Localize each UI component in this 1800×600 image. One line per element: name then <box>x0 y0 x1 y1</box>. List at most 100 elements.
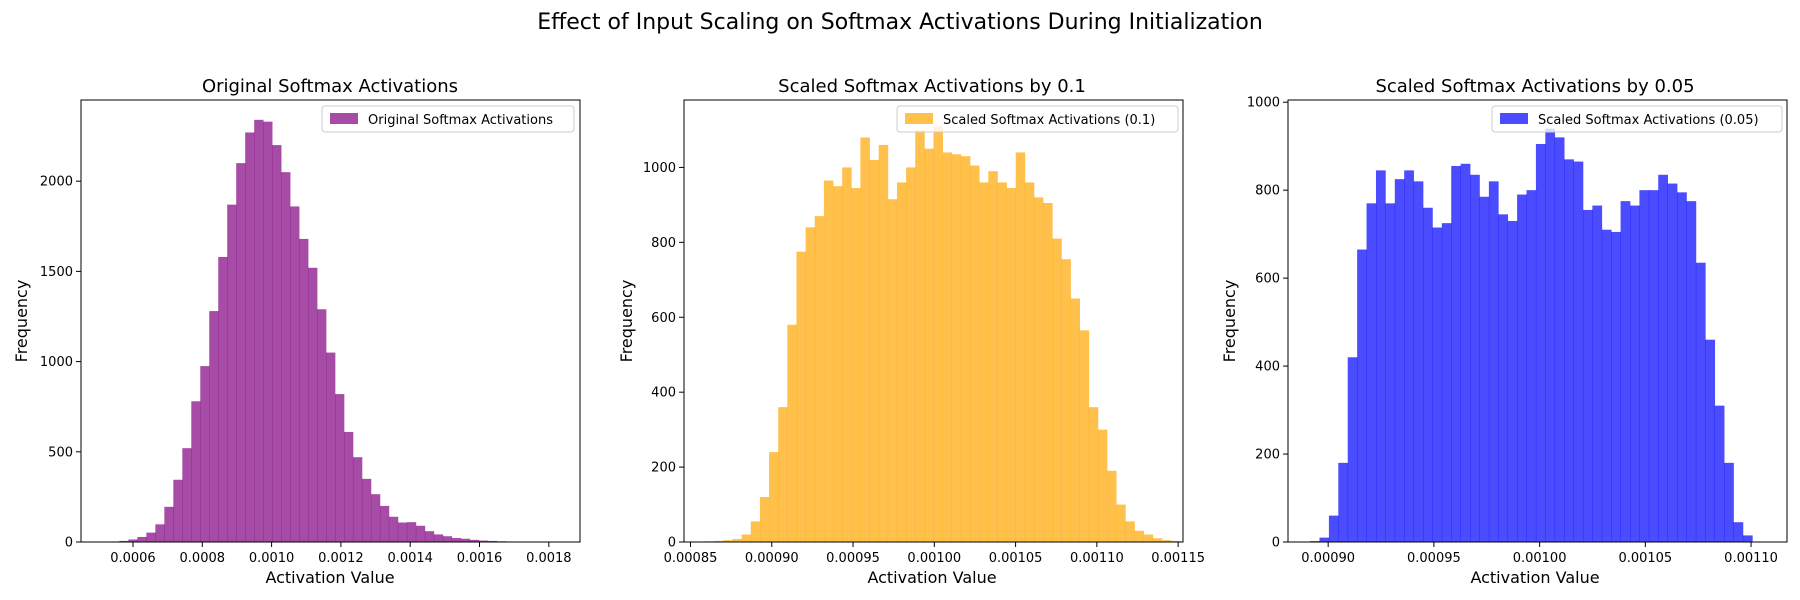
y-axis-ticks: 0 500 1000 1500 2000 <box>40 175 81 551</box>
legend: Original Softmax Activations <box>321 105 575 133</box>
histogram-bar <box>1015 152 1026 542</box>
x-tick-label: 0.00100 <box>1513 551 1567 566</box>
histogram-bar <box>1423 207 1433 542</box>
histogram-bar <box>1061 259 1071 542</box>
histogram-bar <box>750 521 761 542</box>
histogram-bar <box>878 144 889 542</box>
histogram-bar <box>1535 143 1546 543</box>
histogram-bar <box>1460 163 1471 542</box>
y-tick-label: 200 <box>651 461 676 476</box>
y-tick-label: 600 <box>1255 272 1280 287</box>
y-tick-label: 500 <box>48 445 73 460</box>
histogram-bar <box>1161 540 1172 542</box>
histogram-bar <box>478 540 489 542</box>
histogram-bar <box>1125 521 1135 542</box>
histogram-bar <box>1107 470 1117 542</box>
histogram-bar <box>146 532 156 542</box>
histogram-bar <box>352 457 363 542</box>
histogram-bar <box>317 309 327 542</box>
histogram-bar <box>979 182 989 542</box>
histogram-bar <box>960 156 971 542</box>
histogram-bar <box>1404 170 1414 542</box>
histogram-bar <box>281 172 291 542</box>
x-tick-label: 0.0018 <box>526 551 572 566</box>
x-axis-label: Activation Value <box>867 568 996 587</box>
histogram-bar <box>1357 249 1367 542</box>
histogram-bar <box>1677 192 1687 543</box>
legend-box <box>896 105 1179 133</box>
x-tick-label: 0.00090 <box>1301 551 1355 566</box>
y-tick-label: 2000 <box>40 175 73 190</box>
panel-scaled-0-1: Scaled Softmax Activations by 0.1 0.0008… <box>617 76 1205 587</box>
bars-group <box>1300 128 1753 543</box>
histogram-bar <box>137 536 147 542</box>
histogram-bar <box>1498 214 1509 542</box>
histogram-bar <box>1052 238 1062 542</box>
histogram-bar <box>842 167 852 543</box>
histogram-bar <box>1116 504 1126 542</box>
histogram-bar <box>1658 174 1668 542</box>
histogram-bar <box>1611 231 1621 542</box>
histogram-bar <box>236 163 246 542</box>
y-tick-label: 800 <box>1255 184 1280 199</box>
histogram-bar <box>173 479 183 542</box>
y-axis-label: Frequency <box>12 280 31 363</box>
y-tick-label: 400 <box>651 386 676 401</box>
histogram-bar <box>1338 462 1349 542</box>
legend-box <box>1491 105 1783 133</box>
y-tick-label: 1000 <box>643 161 676 176</box>
histogram-bar <box>924 148 934 542</box>
histogram-bar <box>1601 229 1612 543</box>
histogram-bar <box>1724 462 1734 542</box>
y-tick-label: 0 <box>1272 536 1280 551</box>
histogram-bar <box>1488 181 1499 543</box>
histogram-bar <box>469 539 480 542</box>
x-tick-label: 0.0014 <box>387 551 433 566</box>
histogram-bar <box>245 132 255 542</box>
histogram-bar <box>415 525 426 542</box>
histogram-bar <box>308 267 318 542</box>
histogram-bar <box>1479 196 1490 542</box>
histogram-bar <box>741 534 752 542</box>
histogram-bar <box>1742 535 1753 542</box>
histogram-bar <box>1375 170 1386 542</box>
histogram-bar <box>723 540 733 542</box>
panel-scaled-0-05: Scaled Softmax Activations by 0.05 0.000… <box>1220 76 1788 587</box>
histogram-bar <box>933 126 943 542</box>
histogram-bar <box>433 534 444 542</box>
histogram-bar <box>1347 357 1358 542</box>
histogram-bar <box>1526 190 1537 542</box>
y-tick-label: 1000 <box>40 355 73 370</box>
histogram-bar <box>851 188 861 542</box>
x-tick-label: 0.0010 <box>249 551 295 566</box>
histogram-bar <box>397 522 408 542</box>
histogram-bar <box>1033 197 1044 542</box>
x-tick-label: 0.00095 <box>1407 551 1461 566</box>
y-tick-label: 800 <box>651 236 676 251</box>
histogram-bar <box>805 227 816 543</box>
histogram-bar <box>487 540 498 542</box>
histogram-bar <box>1134 530 1144 542</box>
histogram-bar <box>155 524 165 542</box>
histogram-bar <box>326 352 336 542</box>
histogram-bar <box>915 129 925 542</box>
bars-group <box>705 126 1181 543</box>
panel-original: Original Softmax Activations 0.0006 0.000… <box>12 76 581 587</box>
legend: Scaled Softmax Activations (0.05) <box>1491 105 1783 133</box>
histogram-bar <box>1319 537 1330 542</box>
histogram-bar <box>1097 429 1108 542</box>
histogram-bar <box>263 121 273 543</box>
x-tick-label: 0.0012 <box>318 551 364 566</box>
histogram-bar <box>769 452 779 542</box>
histogram-bar <box>370 494 381 542</box>
panel-title: Scaled Softmax Activations by 0.1 <box>778 76 1086 97</box>
histogram-bar <box>887 199 898 542</box>
histogram-bar <box>406 522 417 542</box>
histogram-bar <box>442 536 453 542</box>
panel-title: Scaled Softmax Activations by 0.05 <box>1375 76 1694 97</box>
histogram-bar <box>1705 339 1716 542</box>
histogram-bar <box>1385 203 1396 542</box>
histogram-bar <box>218 256 228 542</box>
y-tick-label: 0 <box>65 536 73 551</box>
x-tick-label: 0.00100 <box>907 551 961 566</box>
